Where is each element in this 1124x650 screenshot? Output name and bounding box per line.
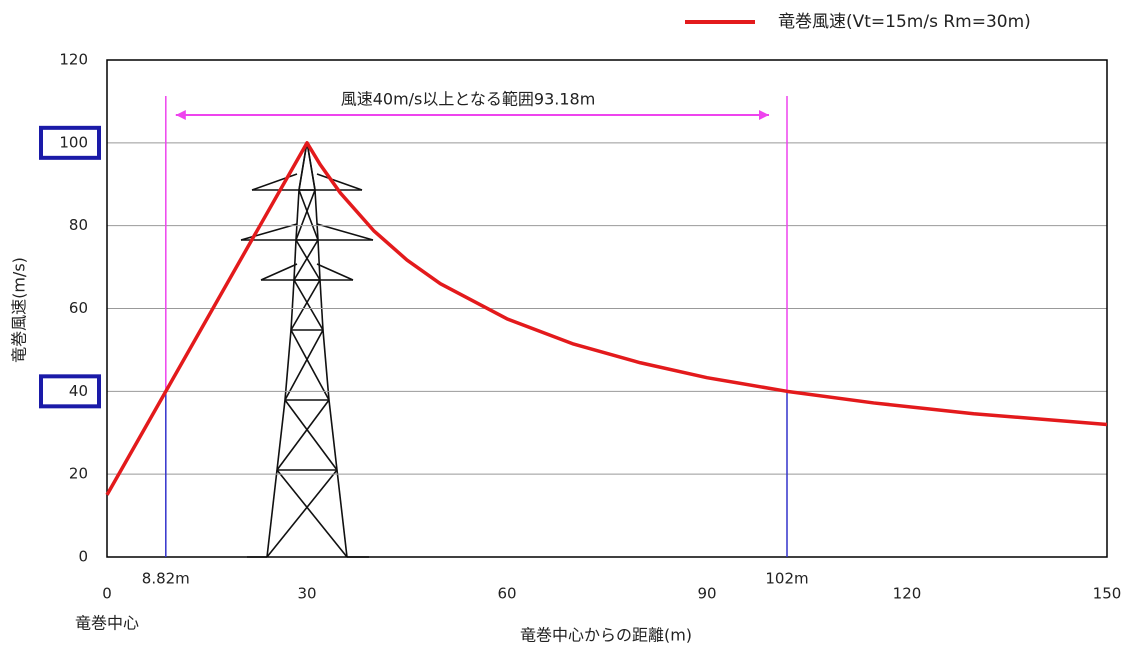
x-tick-label: 0 [102,585,112,603]
marker-label: 8.82m [142,570,190,588]
tower-member [240,223,298,241]
tower-member [290,329,330,401]
tower-member [276,469,348,558]
tower-member [328,399,338,471]
tower-member [306,141,316,191]
tower-member [298,189,319,241]
arrow-head [175,110,186,120]
x-axis-title: 竜巻中心からの距離(m) [520,626,692,645]
tower-member [284,329,324,401]
tower-member [316,223,374,241]
tower [240,141,374,558]
tower-member [316,263,354,281]
tower-member [266,469,338,558]
tower-member [284,329,292,401]
center-label: 竜巻中心 [75,614,139,633]
x-tick-label: 90 [697,585,716,603]
y-tick-label: 0 [78,548,88,566]
y-tick-label: 40 [69,382,88,400]
tower-member [266,469,278,558]
x-tick-label: 30 [297,585,316,603]
tower-member [290,279,321,331]
x-tick-label: 120 [893,585,922,603]
tower-member [295,239,321,281]
tower-member [284,399,338,471]
tower-member [298,141,308,191]
y-tick-label: 120 [59,51,88,69]
y-axis-title: 竜巻風速(m/s) [10,257,29,363]
annotation: 風速40m/s以上となる範囲93.18m [341,90,596,109]
tower-member [314,189,319,241]
y-tick-label: 20 [69,465,88,483]
legend-label: 竜巻風速(Vt=15m/s Rm=30m) [778,12,1031,32]
series-line [105,141,1108,496]
tower-member [317,239,321,281]
tower-member [290,279,295,331]
plot-frame [106,59,1108,558]
tower-member [260,263,298,281]
tower-member [295,189,316,241]
tower-member [293,239,297,281]
tick-highlight [39,125,101,160]
tower-member [322,329,330,401]
tower-member [293,279,324,331]
tower-member [319,279,324,331]
y-tick-label: 80 [69,216,88,234]
tick-highlight [39,374,101,409]
tower-member [293,239,319,281]
tower-member [295,189,300,241]
tower-member [276,399,330,471]
arrow-head [759,110,769,120]
marker-label: 102m [765,570,808,588]
y-tick-label: 100 [59,133,88,151]
tower-member [316,173,363,191]
tower-member [276,399,286,471]
x-tick-label: 60 [497,585,516,603]
tower-member [251,173,298,191]
y-tick-label: 60 [69,299,88,317]
x-tick-label: 150 [1093,585,1122,603]
tower-member [336,469,348,558]
